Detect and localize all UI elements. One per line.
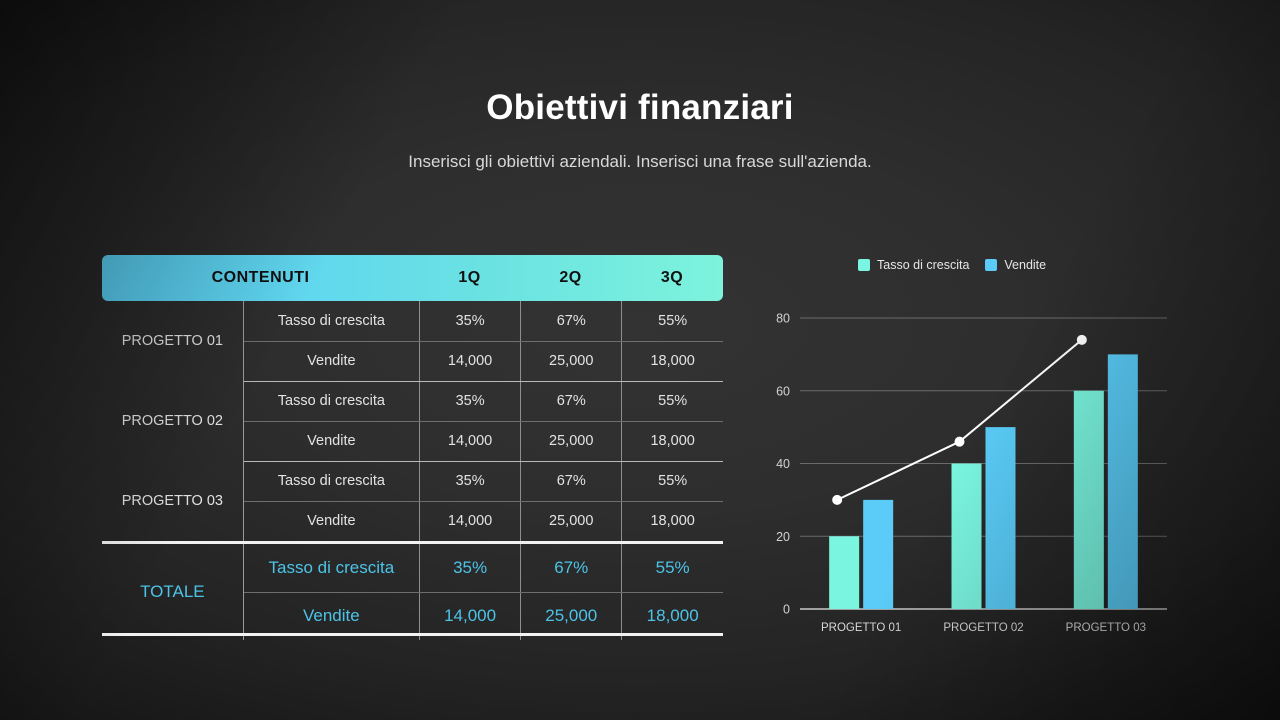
value-cell-3q: 18,000 — [646, 606, 699, 626]
line-data-point — [832, 494, 843, 505]
value-cell-2q: 67% — [520, 381, 623, 422]
table-row-total: TOTALE Tasso di crescita 35% 67% 55% — [102, 544, 723, 640]
value-cell-3q: 18,000 — [621, 421, 723, 462]
value-cell-1q: 35% — [419, 301, 522, 342]
bar — [1107, 354, 1138, 609]
financial-table-total: TOTALE Tasso di crescita 35% 67% 55% Ven… — [102, 544, 723, 640]
y-axis-tick-label: 0 — [783, 603, 790, 617]
metric-cell: Vendite — [243, 341, 421, 382]
column-header-3q: 3Q — [660, 269, 684, 286]
value-cell-2q: 67% — [520, 461, 623, 502]
value-cell-1q: 14,000 — [419, 592, 522, 640]
legend-item-growth: Tasso di crescita — [858, 258, 969, 272]
y-axis-tick-label: 20 — [776, 530, 790, 544]
column-header-contenuti: CONTENUTI — [211, 269, 310, 286]
table-row: Vendite 14,000 25,000 18,000 — [102, 341, 723, 382]
y-axis-tick-label: 60 — [776, 384, 790, 398]
project-name-cell: PROGETTO 03 — [102, 461, 244, 541]
value-cell-1q: 14,000 — [419, 421, 522, 462]
value-cell-2q: 67% — [520, 301, 623, 342]
value-cell-1q: 35% — [419, 461, 522, 502]
bar — [951, 463, 982, 609]
financial-table: PROGETTO 01 Tasso di crescita 35% 67% 55… — [102, 301, 723, 541]
legend-label-sales: Vendite — [1004, 258, 1047, 272]
y-axis-tick-label: 40 — [776, 457, 790, 471]
value-cell-3q: 55% — [621, 544, 723, 593]
legend-item-sales: Vendite — [985, 258, 1046, 272]
metric-cell: Vendite — [243, 501, 421, 541]
table-row: Vendite 14,000 25,000 18,000 — [102, 501, 723, 541]
x-axis-tick-label: PROGETTO 03 — [1066, 622, 1146, 634]
value-cell-3q: 55% — [621, 381, 723, 422]
legend-label-growth: Tasso di crescita — [877, 258, 970, 272]
value-cell-2q: 25,000 — [520, 592, 623, 640]
bar — [985, 427, 1016, 609]
table-row: Vendite 14,000 25,000 18,000 — [102, 421, 723, 462]
metric-cell: Tasso di crescita — [243, 461, 421, 502]
chart-legend: Tasso di crescita Vendite — [858, 258, 1046, 272]
table-total-divider — [102, 541, 723, 544]
value-cell-1q: 35% — [419, 544, 522, 593]
metric-cell: Vendite — [243, 421, 421, 462]
legend-swatch-growth — [858, 259, 870, 271]
value-cell-1q: 14,000 — [419, 341, 522, 382]
legend-swatch-sales — [985, 259, 998, 271]
metric-cell: Tasso di crescita — [243, 301, 421, 342]
chart-plot: 0 20 40 60 80 PROGETTO 01 PROGETTO 02 PROGETTO … — [776, 312, 1167, 634]
table-bottom-rule — [102, 633, 723, 636]
y-axis-tick-label: 80 — [776, 312, 790, 326]
value-cell-2q: 25,000 — [520, 501, 623, 541]
value-cell-3q: 18,000 — [621, 341, 723, 382]
value-cell-1q: 14,000 — [419, 501, 522, 541]
value-cell-1q: 35% — [419, 381, 522, 422]
line-data-point — [1076, 334, 1087, 345]
x-axis-tick-label: PROGETTO 01 — [821, 622, 901, 634]
value-cell-2q: 25,000 — [520, 341, 623, 382]
table-row: PROGETTO 03 Tasso di crescita 35% 67% 55… — [102, 461, 723, 541]
table-row-total: Vendite 14,000 25,000 18,000 — [102, 592, 723, 640]
table-header-labels: CONTENUTI 1Q 2Q 3Q — [102, 255, 723, 301]
value-cell-2q: 25,000 — [520, 421, 623, 462]
bar — [863, 499, 894, 609]
line-data-point — [954, 436, 965, 447]
bar — [829, 536, 860, 609]
metric-cell: Vendite — [243, 592, 421, 640]
metric-cell: Tasso di crescita — [243, 381, 421, 422]
page-subtitle: Inserisci gli obiettivi aziendali. Inser… — [408, 152, 872, 171]
metric-cell: Tasso di crescita — [243, 544, 421, 593]
project-name-cell: PROGETTO 01 — [102, 301, 244, 381]
table-row: PROGETTO 01 Tasso di crescita 35% 67% 55… — [102, 301, 723, 381]
total-label-cell: TOTALE — [102, 544, 244, 640]
value-cell-3q: 55% — [621, 301, 723, 342]
bar — [1073, 390, 1104, 609]
column-header-2q: 2Q — [559, 269, 582, 286]
table-header-bar — [102, 255, 723, 301]
x-axis-tick-label: PROGETTO 02 — [943, 622, 1023, 634]
combo-chart: Tasso di crescita Vendite 0 20 40 60 80 PROGE… — [745, 250, 1175, 645]
table-row: PROGETTO 02 Tasso di crescita 35% 67% 55… — [102, 381, 723, 461]
project-name-cell: PROGETTO 02 — [102, 381, 244, 461]
value-cell-3q: 55% — [621, 461, 723, 502]
value-cell-2q: 67% — [520, 544, 623, 593]
page-title: Obiettivi finanziari — [486, 88, 794, 127]
column-header-1q: 1Q — [458, 269, 481, 286]
value-cell-3q: 18,000 — [650, 513, 695, 530]
